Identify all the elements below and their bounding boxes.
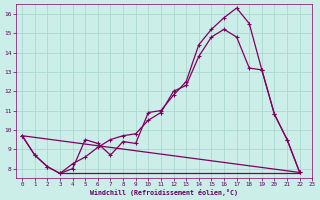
X-axis label: Windchill (Refroidissement éolien,°C): Windchill (Refroidissement éolien,°C) <box>90 189 238 196</box>
